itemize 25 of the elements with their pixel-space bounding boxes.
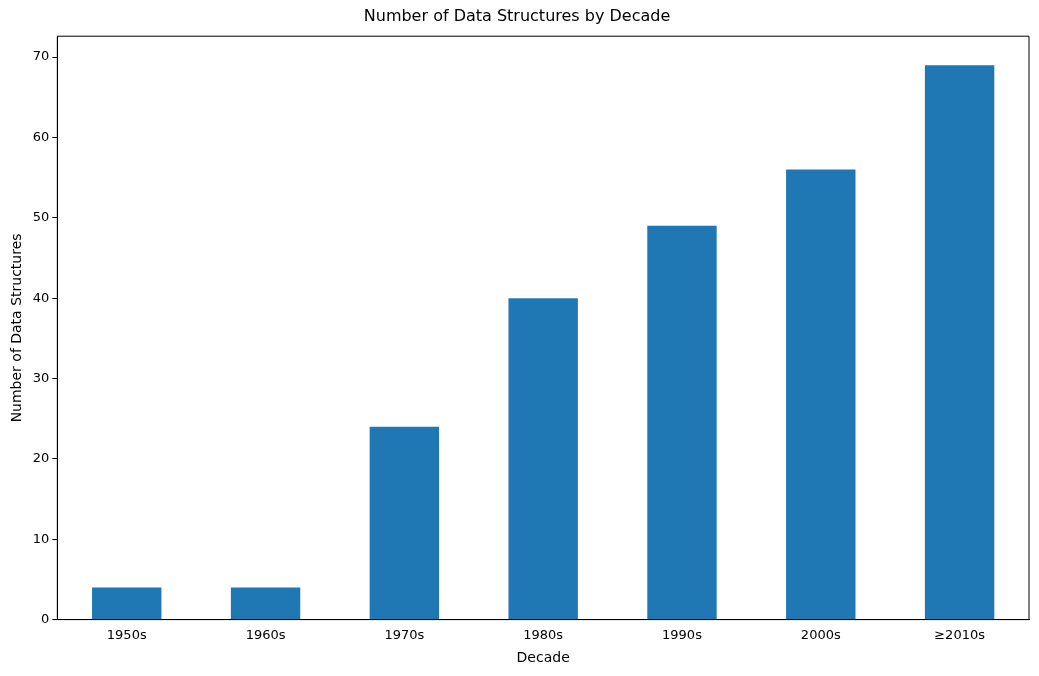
y-axis-title: Number of Data Structures: [8, 233, 25, 423]
bar: [786, 169, 856, 620]
y-tick-label: 50: [32, 209, 50, 225]
x-tick-label: ≥2010s: [934, 626, 986, 642]
x-axis-title: Decade: [516, 649, 570, 666]
x-tick-label: 2000s: [800, 626, 841, 642]
y-tick-label: 20: [32, 450, 50, 466]
bar: [92, 587, 162, 620]
x-tick-label: 1950s: [106, 626, 147, 642]
x-tick-label: 1990s: [662, 626, 703, 642]
y-tick-label: 60: [32, 128, 50, 144]
bar: [369, 426, 440, 620]
bar: [508, 298, 578, 620]
y-tick-label: 70: [32, 48, 50, 64]
bar: [230, 587, 301, 620]
x-tick-label: 1980s: [523, 626, 564, 642]
y-tick-label: 0: [41, 610, 50, 626]
chart-title: Number of Data Structures by Decade: [363, 5, 671, 25]
bar: [647, 225, 717, 620]
bar: [924, 65, 995, 620]
y-tick-label: 10: [32, 530, 50, 546]
x-tick-label: 1970s: [384, 626, 425, 642]
y-tick-label: 30: [32, 369, 50, 385]
x-tick-label: 1960s: [245, 626, 286, 642]
y-tick-label: 40: [32, 289, 50, 305]
